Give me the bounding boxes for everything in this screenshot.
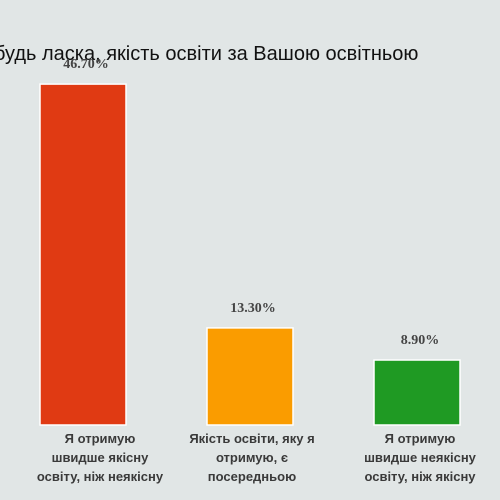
bar-value-label-0: 46.70% — [63, 57, 109, 72]
category-label-0-line-0: Я отримую — [65, 431, 136, 446]
bar-2 — [373, 359, 461, 426]
category-label-0-line-2: освіту, ніж неякісну — [37, 469, 164, 484]
bar-1 — [206, 327, 294, 426]
category-label-2-line-1: швидше неякісну — [364, 450, 477, 465]
category-label-2-line-0: Я отримую — [385, 431, 456, 446]
category-label-1-line-1: отримую, є — [216, 450, 288, 465]
chart-title: будь ласка, якість освіти за Вашою освіт… — [0, 43, 419, 65]
bar-0 — [39, 83, 127, 426]
category-label-0-line-1: швидше якісну — [52, 450, 150, 465]
bar-value-label-2: 8.90% — [401, 333, 440, 348]
bar-value-label-1: 13.30% — [230, 301, 276, 316]
category-label-1-line-2: посередньою — [208, 469, 296, 484]
category-label-1-line-0: Якість освіти, яку я — [189, 431, 314, 446]
category-label-2-line-2: освіту, ніж якісну — [364, 469, 476, 484]
